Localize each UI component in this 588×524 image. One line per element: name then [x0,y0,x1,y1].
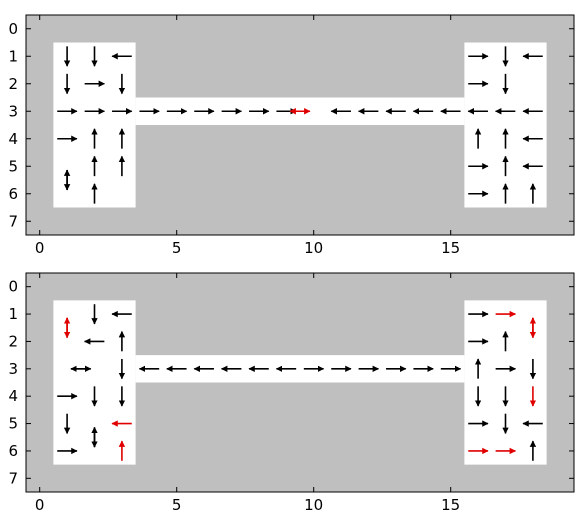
y-tick-label: 0 [8,20,18,38]
y-tick-label: 6 [8,442,18,460]
y-tick-label: 1 [8,305,18,323]
free-region [464,42,547,208]
x-tick-label: 5 [172,496,182,514]
x-tick-label: 10 [304,496,323,514]
x-tick-label: 0 [35,239,45,257]
axes-frame [25,14,575,236]
x-tick-label: 5 [172,239,182,257]
y-tick-label: 7 [8,469,18,487]
x-tick-label: 15 [441,496,460,514]
top-policy-panel: 0 5 10 15 0 1 2 3 4 5 6 7 [8,14,575,257]
free-region [464,300,547,465]
y-tick-label: 1 [8,47,18,65]
y-tick-label: 3 [8,360,18,378]
y-tick-label: 2 [8,75,18,93]
y-tick-label: 3 [8,102,18,120]
free-region [135,355,465,383]
y-tick-label: 4 [8,130,18,148]
bottom-policy-panel: 0 5 10 15 0 1 2 3 4 5 6 7 [8,272,575,514]
y-tick-label: 6 [8,185,18,203]
x-tick-label: 0 [35,496,45,514]
y-tick-label: 5 [8,157,18,175]
y-tick-label: 5 [8,415,18,433]
x-tick-label: 15 [441,239,460,257]
x-tick-label: 10 [304,239,323,257]
y-tick-label: 2 [8,332,18,350]
y-tick-label: 0 [8,278,18,296]
free-region [53,42,136,208]
axes-frame [25,272,575,493]
y-tick-label: 4 [8,387,18,405]
y-tick-label: 7 [8,212,18,230]
